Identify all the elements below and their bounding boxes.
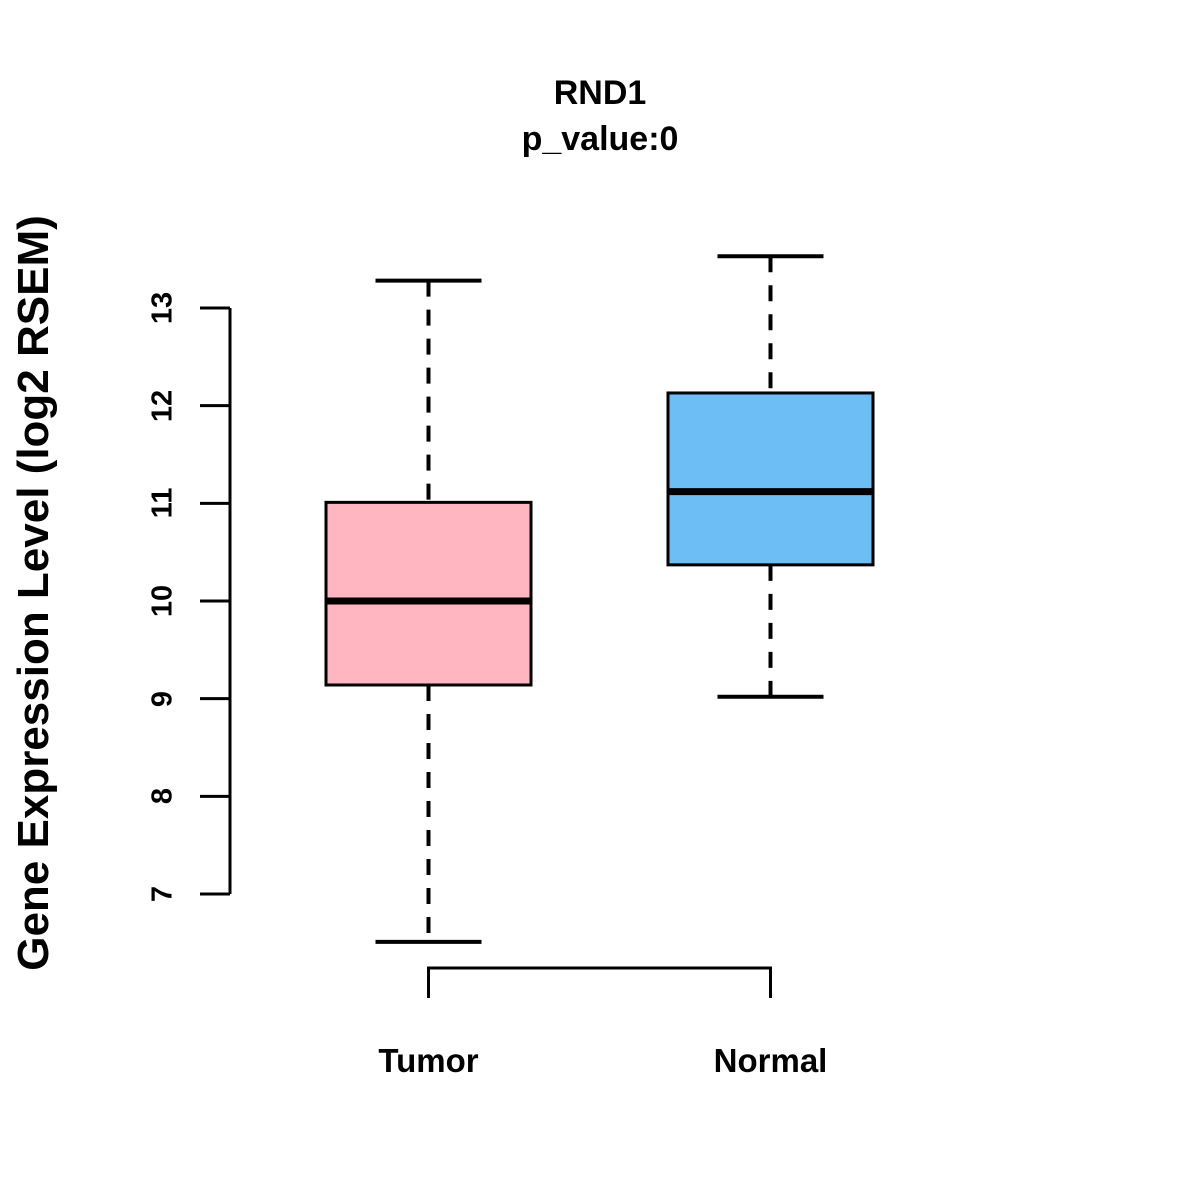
y-axis-label: Gene Expression Level (log2 RSEM) [9,215,58,971]
y-tick-label: 12 [146,389,179,422]
y-tick-label: 8 [146,788,179,805]
y-tick-label: 9 [146,690,179,707]
box-tumor [324,500,533,687]
x-group-label-normal: Normal [713,1042,828,1079]
box-normal [666,391,875,567]
x-axis-bracket [427,966,772,998]
y-tick-label: 11 [146,487,179,519]
y-tick-label: 13 [146,291,179,325]
x-group-label-tumor: Tumor [378,1042,479,1079]
y-tick-label: 10 [146,584,179,618]
chart-subtitle: p_value:0 [521,120,679,158]
y-tick-label: 7 [146,885,179,903]
chart-title: RND1 [553,74,647,112]
